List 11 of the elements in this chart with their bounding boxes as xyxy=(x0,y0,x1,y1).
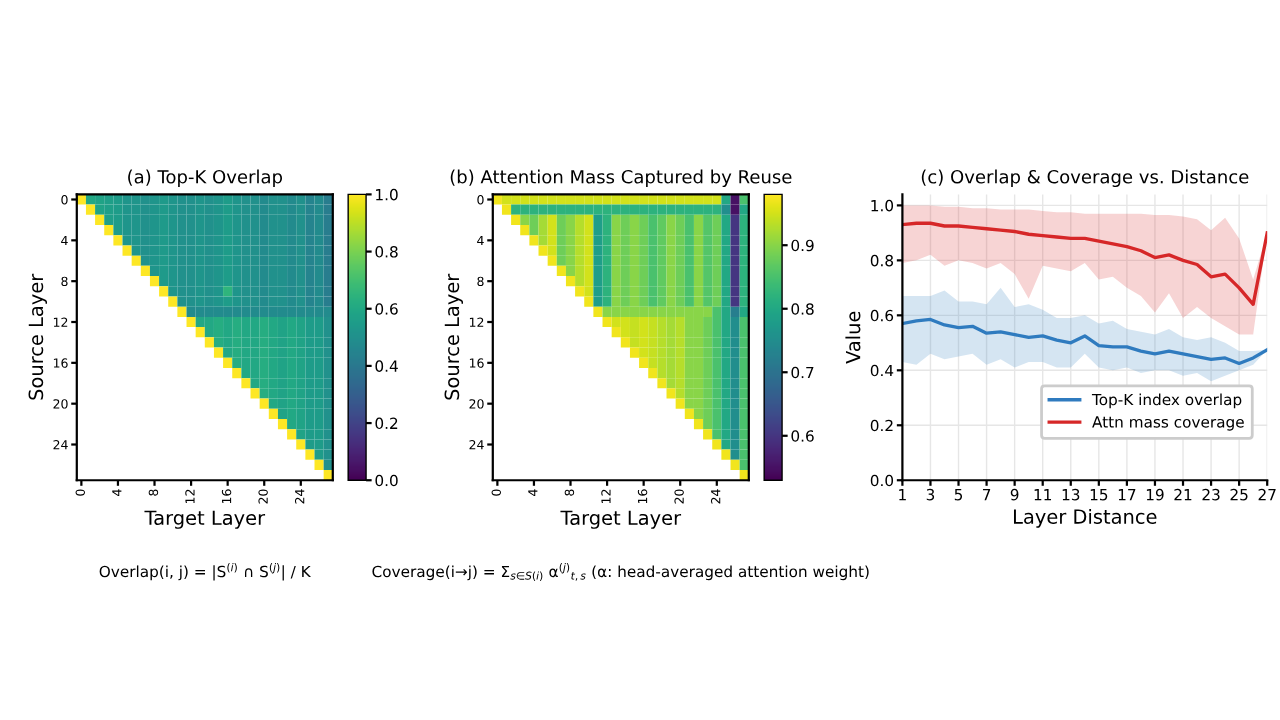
chart-title: (c) Overlap & Coverage vs. Distance xyxy=(921,169,1249,188)
chart-title: (a) Top-K Overlap xyxy=(128,169,283,188)
line-series xyxy=(902,221,1268,307)
x-axis-title: Layer Distance xyxy=(1014,508,1157,528)
y-axis-title: Source Layer xyxy=(28,273,47,400)
y-axis-title: Source Layer xyxy=(444,273,463,400)
x-axis-title: Target Layer xyxy=(144,510,266,529)
y-axis-title: Value xyxy=(845,311,861,364)
x-axis-title: Target Layer xyxy=(560,510,682,529)
line-series xyxy=(902,317,1268,366)
chart-title: (b) Attention Mass Captured by Reuse xyxy=(450,169,792,188)
